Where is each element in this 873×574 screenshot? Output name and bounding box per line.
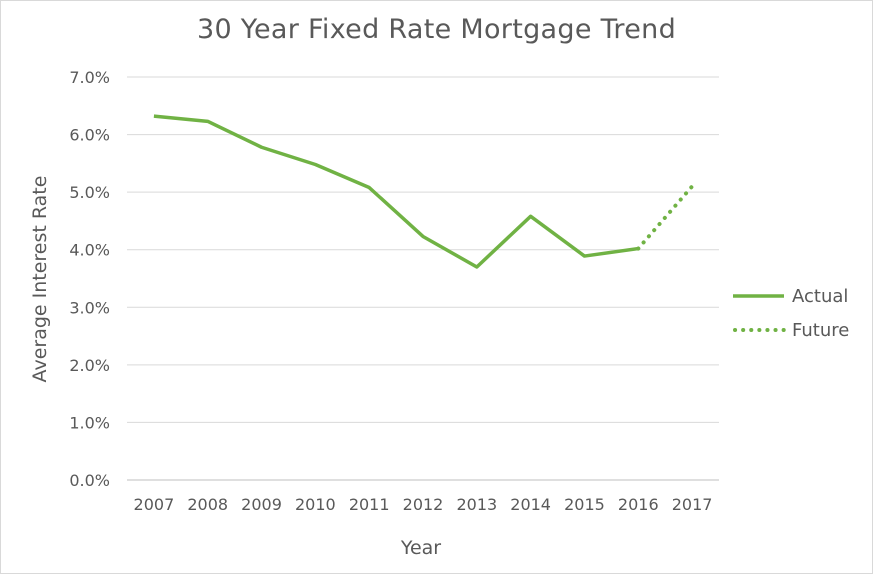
chart-title: 30 Year Fixed Rate Mortgage Trend xyxy=(196,14,677,45)
y-tick-label: 7.0% xyxy=(69,68,110,87)
x-tick-label: 2016 xyxy=(618,495,659,514)
legend: Actual Future xyxy=(733,286,849,341)
x-tick-label: 2015 xyxy=(564,495,605,514)
y-tick-label: 2.0% xyxy=(69,356,110,375)
y-tick-label: 1.0% xyxy=(69,413,110,432)
legend-label-future: Future xyxy=(792,320,849,341)
y-tick-label: 3.0% xyxy=(69,298,110,317)
x-axis-title: Year xyxy=(400,537,441,559)
y-tick-label: 0.0% xyxy=(69,471,110,490)
x-tick-label: 2009 xyxy=(241,495,282,514)
x-tick-label: 2008 xyxy=(187,495,228,514)
x-tick-label: 2011 xyxy=(349,495,390,514)
series-lines xyxy=(153,114,695,269)
y-tick-label: 5.0% xyxy=(69,183,110,202)
x-axis-ticks: 2007 2008 2009 2010 2011 2012 2013 2014 2015 2016… xyxy=(134,495,713,514)
x-tick-label: 2007 xyxy=(134,495,175,514)
y-axis-title: Average Interest Rate xyxy=(29,176,51,383)
x-tick-label: 2014 xyxy=(510,495,551,514)
legend-label-actual: Actual xyxy=(792,286,848,307)
gridlines xyxy=(127,76,719,481)
y-tick-label: 4.0% xyxy=(69,241,110,260)
y-axis-ticks: 0.0% 1.0% 2.0% 3.0% 4.0% 5.0% 6.0% 7.0% xyxy=(69,68,110,490)
x-tick-label: 2012 xyxy=(403,495,444,514)
y-tick-label: 6.0% xyxy=(69,126,110,145)
series-line-future xyxy=(636,184,695,251)
x-tick-label: 2013 xyxy=(456,495,497,514)
x-tick-label: 2010 xyxy=(295,495,336,514)
series-line-actual xyxy=(153,114,639,269)
x-tick-label: 2017 xyxy=(672,495,713,514)
